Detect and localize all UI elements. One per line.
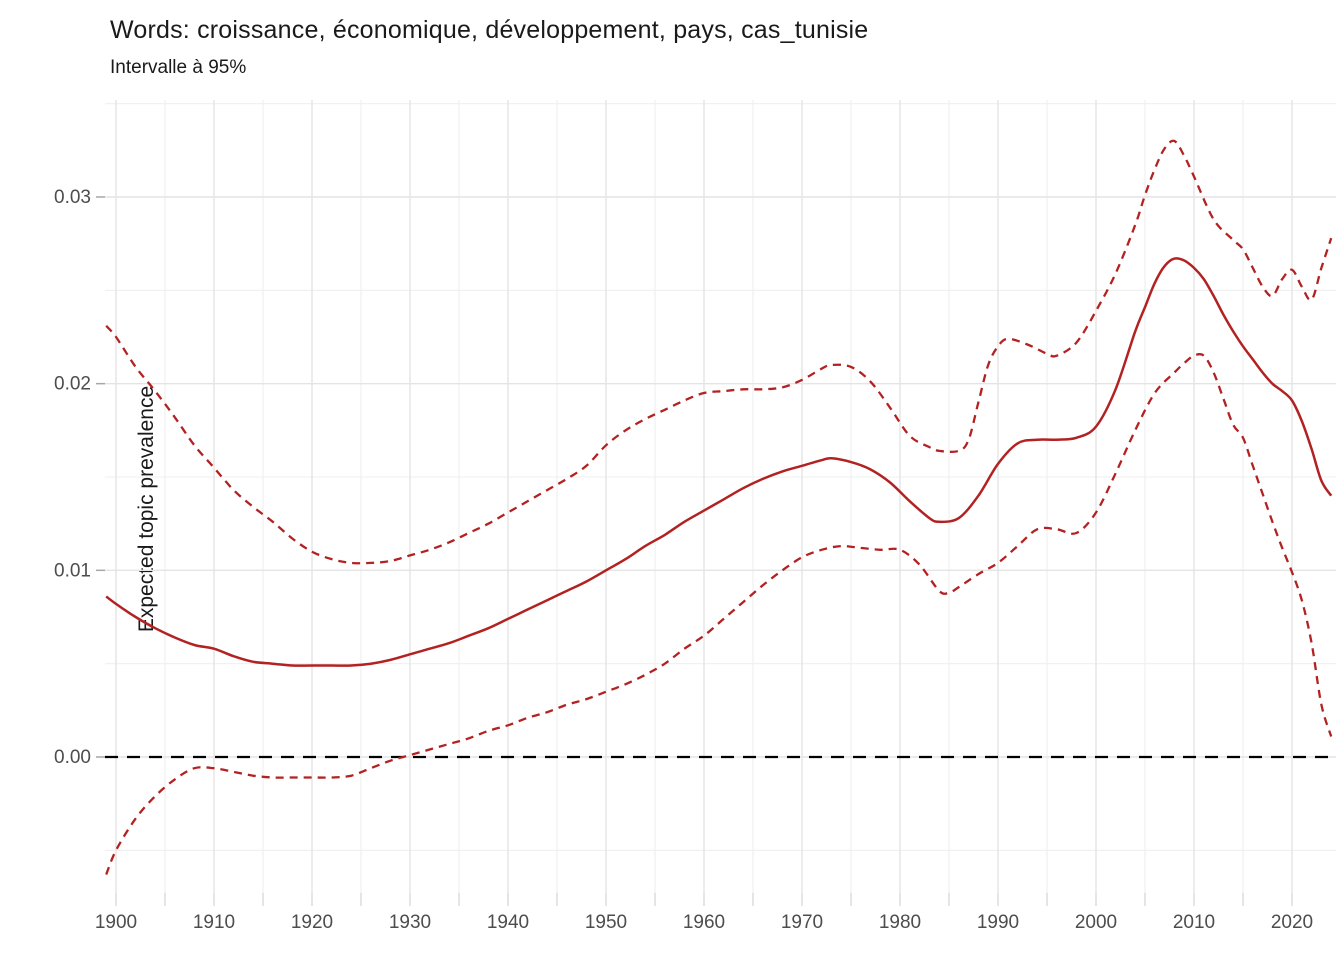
x-tick-label: 1940 bbox=[487, 912, 529, 933]
ci95-upper-line bbox=[105, 139, 1333, 565]
y-tick-label: 0.03 bbox=[54, 187, 91, 208]
x-tick-label: 1980 bbox=[879, 912, 921, 933]
ci95-lower-line bbox=[105, 352, 1333, 876]
y-tick-label: 0.01 bbox=[54, 560, 91, 581]
x-tick-label: 1910 bbox=[193, 912, 235, 933]
x-tick-label: 1950 bbox=[585, 912, 627, 933]
chart-title: Words: croissance, économique, développe… bbox=[110, 16, 869, 44]
x-tick-label: 1960 bbox=[683, 912, 725, 933]
x-tick-label: 1920 bbox=[291, 912, 333, 933]
x-tick-label: 1990 bbox=[977, 912, 1019, 933]
x-tick-label: 2010 bbox=[1173, 912, 1215, 933]
x-tick-label: 2020 bbox=[1271, 912, 1313, 933]
y-tick-label: 0.02 bbox=[54, 374, 91, 395]
expected-prevalence-estimate-line bbox=[105, 257, 1333, 667]
chart-subtitle: Intervalle à 95% bbox=[110, 57, 247, 78]
y-tick-label: 0.00 bbox=[54, 747, 91, 768]
x-tick-label: 1900 bbox=[95, 912, 137, 933]
x-tick-label: 1970 bbox=[781, 912, 823, 933]
x-tick-label: 2000 bbox=[1075, 912, 1117, 933]
x-tick-label: 1930 bbox=[389, 912, 431, 933]
